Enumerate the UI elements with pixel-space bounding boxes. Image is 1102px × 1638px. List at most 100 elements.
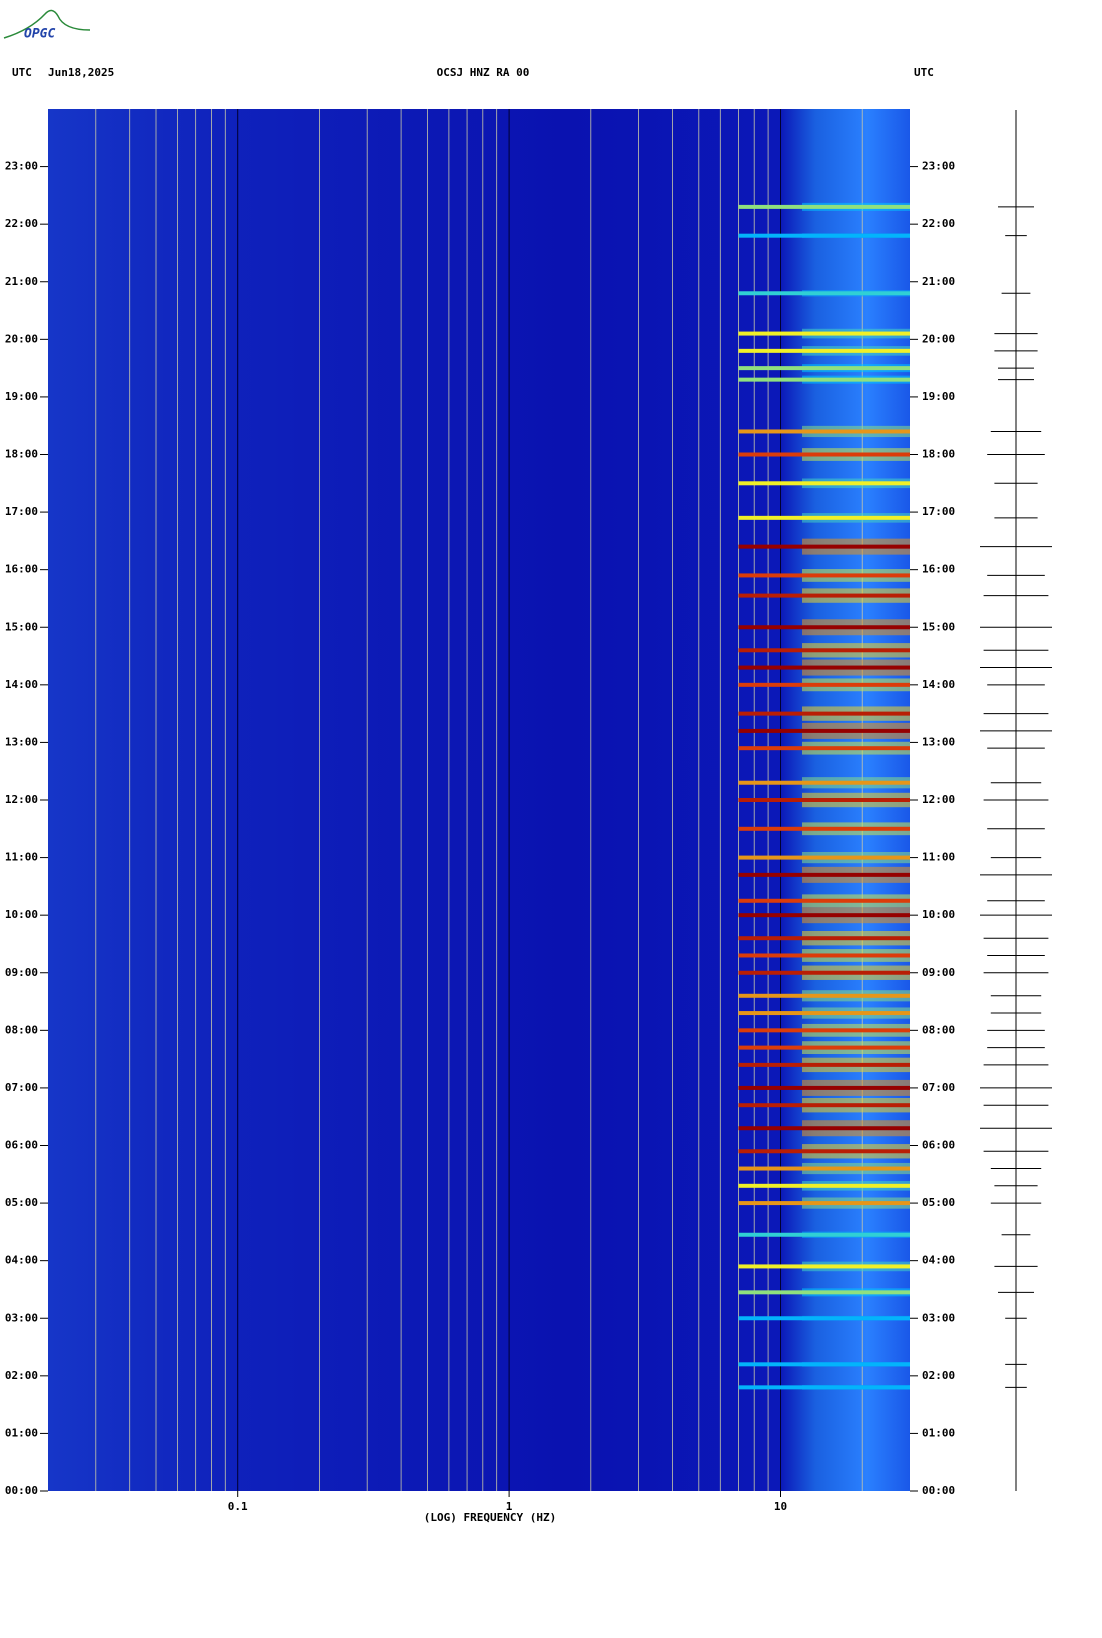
y-tick-label-left: 02:00 [5, 1369, 38, 1382]
event-band [738, 452, 910, 457]
event-band [738, 233, 910, 238]
y-tick-label-left: 00:00 [5, 1484, 38, 1497]
event-band [738, 1062, 910, 1067]
event-band [738, 798, 910, 802]
y-tick-label-right: 06:00 [922, 1139, 955, 1152]
y-tick-label-right: 09:00 [922, 966, 955, 979]
event-band [738, 855, 910, 860]
event-band [738, 1264, 910, 1269]
event-band [738, 1201, 910, 1206]
header-date: Jun18,2025 [48, 66, 114, 79]
y-tick-label-right: 11:00 [922, 851, 955, 864]
y-tick-label-left: 01:00 [5, 1426, 38, 1439]
event-band [738, 429, 910, 434]
event-band [738, 746, 910, 751]
y-tick-label-left: 14:00 [5, 678, 38, 691]
y-tick-label-left: 05:00 [5, 1196, 38, 1209]
y-tick-label-right: 18:00 [922, 448, 955, 461]
y-tick-label-right: 20:00 [922, 332, 955, 345]
y-tick-label-left: 04:00 [5, 1254, 38, 1267]
y-tick-label-right: 17:00 [922, 505, 955, 518]
y-tick-label-left: 13:00 [5, 735, 38, 748]
x-tick-label: 0.1 [228, 1500, 248, 1513]
event-band [738, 728, 910, 733]
y-tick-label-left: 21:00 [5, 275, 38, 288]
y-tick-label-right: 22:00 [922, 217, 955, 230]
y-tick-label-right: 05:00 [922, 1196, 955, 1209]
y-tick-label-left: 07:00 [5, 1081, 38, 1094]
event-band [738, 377, 910, 382]
y-tick-label-right: 16:00 [922, 563, 955, 576]
event-band [738, 1316, 910, 1321]
header-utc-right: UTC [914, 66, 934, 79]
event-band [738, 648, 910, 653]
event-band [738, 1028, 910, 1033]
event-band [738, 1232, 910, 1237]
y-tick-label-left: 08:00 [5, 1023, 38, 1036]
event-band [738, 913, 910, 918]
y-tick-label-right: 03:00 [922, 1311, 955, 1324]
event-band [738, 515, 910, 520]
event-band [738, 682, 910, 687]
event-band [738, 826, 910, 831]
event-band [738, 1045, 910, 1050]
y-tick-label-right: 01:00 [922, 1426, 955, 1439]
event-band [738, 366, 910, 371]
logo-swoosh [3, 9, 91, 39]
y-tick-label-left: 03:00 [5, 1311, 38, 1324]
event-band [738, 593, 910, 598]
y-tick-label-left: 10:00 [5, 908, 38, 921]
x-axis-label: (LOG) FREQUENCY (HZ) [424, 1511, 556, 1524]
y-tick-label-left: 17:00 [5, 505, 38, 518]
x-tick-label: 1 [506, 1500, 513, 1513]
event-band [738, 1385, 910, 1390]
y-tick-label-right: 04:00 [922, 1254, 955, 1267]
y-tick-label-left: 22:00 [5, 217, 38, 230]
event-band [738, 544, 910, 549]
event-band [738, 1011, 910, 1016]
event-band [738, 970, 910, 975]
chart-title: OCSJ HNZ RA 00 [437, 66, 530, 79]
y-tick-label-left: 16:00 [5, 563, 38, 576]
event-band [738, 1183, 910, 1188]
event-band [738, 665, 910, 670]
event-band [738, 936, 910, 941]
y-tick-label-right: 02:00 [922, 1369, 955, 1382]
event-band [738, 1103, 910, 1108]
y-tick-label-right: 19:00 [922, 390, 955, 403]
header-utc-left: UTC [12, 66, 32, 79]
event-band [738, 625, 910, 630]
event-band [738, 1290, 910, 1295]
event-band [738, 573, 910, 578]
y-tick-label-left: 19:00 [5, 390, 38, 403]
y-tick-label-right: 23:00 [922, 160, 955, 173]
y-tick-label-right: 12:00 [922, 793, 955, 806]
event-band [738, 204, 910, 209]
y-tick-label-left: 11:00 [5, 851, 38, 864]
event-band [738, 481, 910, 486]
y-tick-label-left: 09:00 [5, 966, 38, 979]
event-band [738, 872, 910, 877]
event-band [738, 711, 910, 716]
event-band [738, 1126, 910, 1131]
y-tick-label-right: 13:00 [922, 735, 955, 748]
y-tick-label-left: 06:00 [5, 1139, 38, 1152]
y-tick-label-right: 07:00 [922, 1081, 955, 1094]
y-tick-label-right: 21:00 [922, 275, 955, 288]
y-tick-label-left: 15:00 [5, 620, 38, 633]
y-tick-label-right: 08:00 [922, 1023, 955, 1036]
event-band [738, 1362, 910, 1367]
y-tick-label-left: 20:00 [5, 332, 38, 345]
event-band [738, 1085, 910, 1090]
logo-text: OPGC [24, 27, 55, 42]
event-band [738, 1149, 910, 1154]
x-tick-label: 10 [774, 1500, 787, 1513]
event-band [738, 953, 910, 958]
event-band [738, 291, 910, 296]
y-tick-label-left: 18:00 [5, 448, 38, 461]
y-tick-label-left: 23:00 [5, 160, 38, 173]
event-band [738, 331, 910, 336]
y-tick-label-right: 00:00 [922, 1484, 955, 1497]
event-band [738, 780, 910, 785]
